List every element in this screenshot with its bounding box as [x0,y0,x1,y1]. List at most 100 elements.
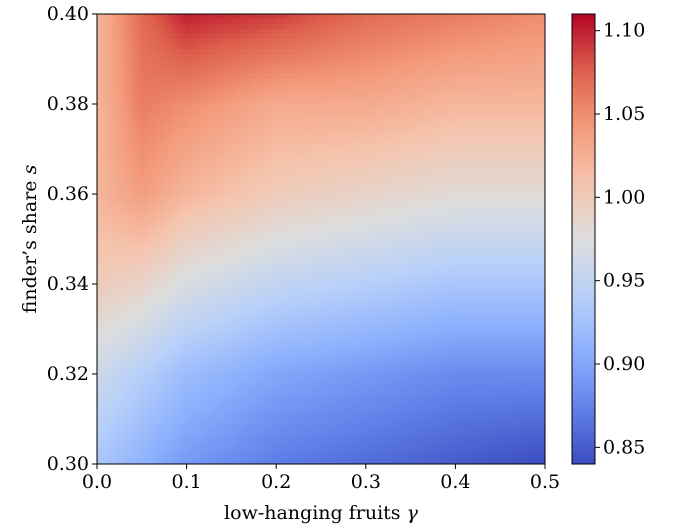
heatmap-cell [133,204,138,210]
heatmap-cell [413,194,418,200]
heatmap-cell [225,194,230,200]
heatmap-cell [249,19,254,25]
heatmap-cell [97,24,102,30]
heatmap-cell [129,114,134,120]
heatmap-cell [421,114,426,120]
heatmap-cell [533,154,538,160]
heatmap-cell [469,134,474,140]
heatmap-cell [441,39,446,45]
heatmap-cell [197,54,202,60]
heatmap-cell [253,79,258,85]
heatmap-cell [457,44,462,50]
heatmap-cell [477,144,482,150]
heatmap-cell [449,129,454,135]
heatmap-cell [289,104,294,110]
heatmap-cell [185,199,190,205]
heatmap-cell [165,204,170,210]
heatmap-cell [365,69,370,75]
heatmap-cell [169,59,174,65]
heatmap-cell [309,229,314,235]
heatmap-cell [229,204,234,210]
heatmap-cell [509,74,514,80]
heatmap-cell [101,29,106,35]
heatmap-cell [497,34,502,40]
heatmap-cell [385,54,390,60]
heatmap-cell [469,169,474,175]
heatmap-cell [113,104,118,110]
heatmap-cell [361,209,366,215]
heatmap-cell [233,129,238,135]
heatmap-cell [389,194,394,200]
heatmap-cell [245,64,250,70]
heatmap-cell [509,229,514,235]
heatmap-cell [441,114,446,120]
heatmap-cell [257,169,262,175]
heatmap-cell [333,124,338,130]
heatmap-cell [121,174,126,180]
heatmap-cell [181,94,186,100]
heatmap-cell [193,154,198,160]
heatmap-cell [249,144,254,150]
heatmap-cell [429,144,434,150]
heatmap-cell [301,154,306,160]
heatmap-cell [185,19,190,25]
heatmap-cell [145,119,150,125]
heatmap-cell [369,109,374,115]
heatmap-cell [333,174,338,180]
heatmap-cell [205,89,210,95]
heatmap-cell [505,124,510,130]
heatmap-cell [241,179,246,185]
heatmap-cell [425,44,430,50]
heatmap-cell [225,234,230,240]
heatmap-cell [277,214,282,220]
heatmap-cell [441,34,446,40]
heatmap-cell [141,189,146,195]
heatmap-cell [293,189,298,195]
heatmap-cell [341,164,346,170]
heatmap-cell [449,189,454,195]
heatmap-cell [353,134,358,140]
heatmap-cell [325,104,330,110]
heatmap-cell [437,154,442,160]
heatmap-cell [473,189,478,195]
heatmap-cell [397,184,402,190]
heatmap-cell [373,214,378,220]
heatmap-cell [501,224,506,230]
heatmap-cell [157,209,162,215]
heatmap-cell [445,104,450,110]
heatmap-cell [321,14,326,20]
heatmap-cell [377,94,382,100]
heatmap-cell [353,49,358,55]
heatmap-cell [261,104,266,110]
heatmap-cell [113,84,118,90]
heatmap-cell [485,49,490,55]
heatmap-cell [341,139,346,145]
heatmap-cell [97,104,102,110]
heatmap-cell [121,179,126,185]
heatmap-cell [493,149,498,155]
heatmap-cell [453,19,458,25]
heatmap-cell [113,129,118,135]
heatmap-cell [133,79,138,85]
heatmap-cell [449,119,454,125]
heatmap-cell [277,194,282,200]
heatmap-cell [497,69,502,75]
heatmap-cell [369,139,374,145]
heatmap-cell [313,154,318,160]
heatmap-cell [149,44,154,50]
heatmap-cell [397,209,402,215]
heatmap-cell [365,169,370,175]
heatmap-cell [481,109,486,115]
heatmap-cell [97,189,102,195]
heatmap-cell [273,189,278,195]
heatmap-cell [457,19,462,25]
heatmap-cell [341,49,346,55]
heatmap-cell [333,119,338,125]
heatmap-cell [229,214,234,220]
heatmap-cell [249,149,254,155]
heatmap-cell [313,169,318,175]
heatmap-cell [201,64,206,70]
heatmap-cell [205,24,210,30]
heatmap-cell [393,164,398,170]
heatmap-cell [369,174,374,180]
